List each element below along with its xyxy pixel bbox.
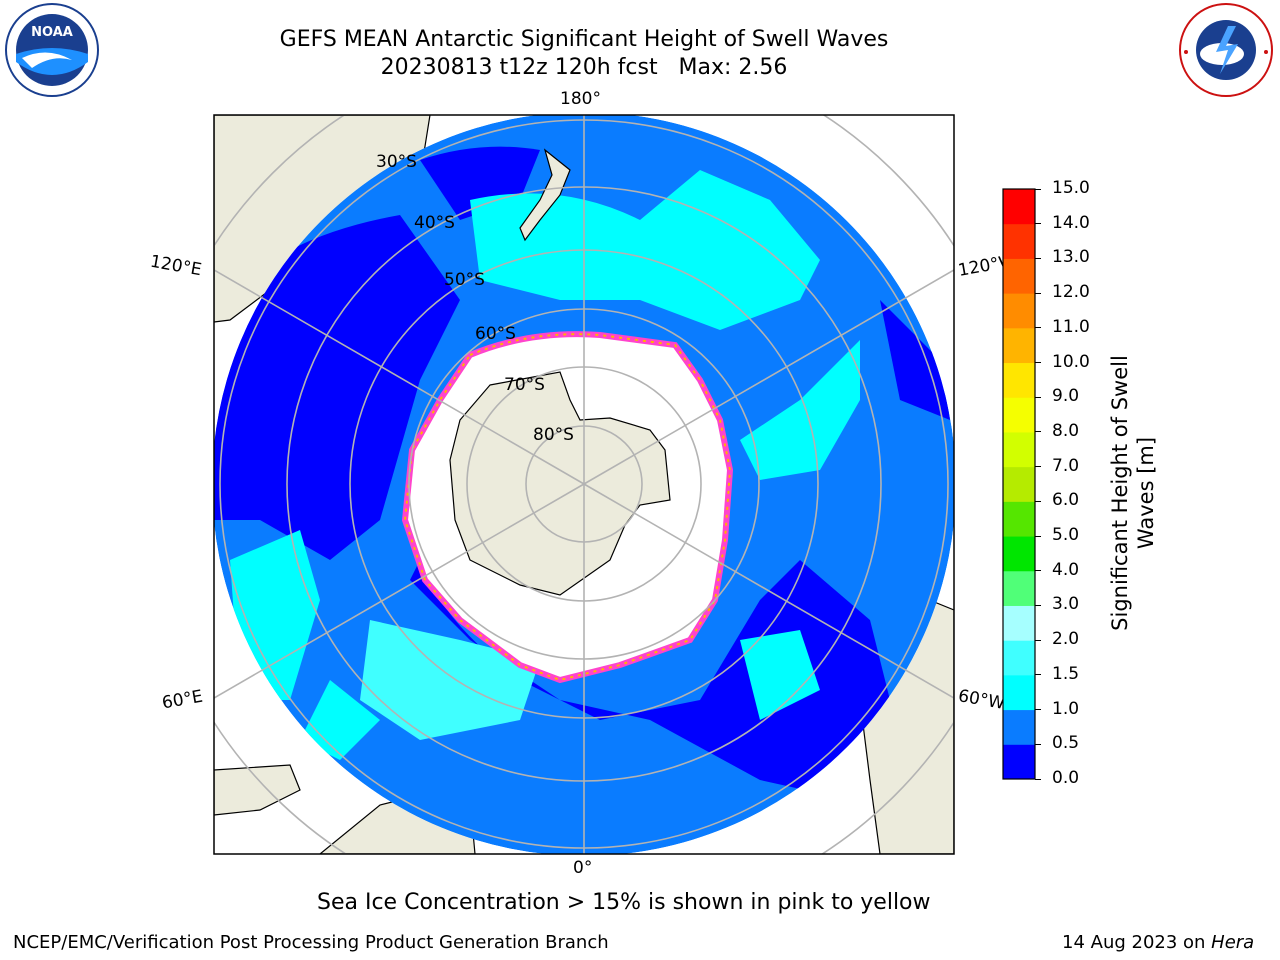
colorbar-tick-label: 8.0 (1052, 420, 1080, 441)
land-africa (214, 764, 301, 816)
colorbar-segment (1003, 605, 1035, 641)
colorbar-tick-mark (1035, 223, 1041, 225)
colorbar-tick-mark (1035, 257, 1041, 259)
colorbar-tick-label: 5.0 (1052, 525, 1080, 546)
colorbar-tick-mark (1035, 431, 1041, 433)
colorbar-tick-label: 7.0 (1052, 455, 1080, 476)
colorbar (1002, 188, 1036, 780)
colorbar-tick-mark (1035, 396, 1041, 398)
colorbar-segment (1003, 327, 1035, 364)
colorbar-segment (1003, 570, 1035, 606)
colorbar-tick-label: 4.0 (1052, 559, 1080, 580)
lat-label-80s: 80°S (533, 425, 574, 445)
map-frame (213, 114, 955, 855)
colorbar-segment (1003, 536, 1035, 572)
lat-label-60s: 60°S (475, 324, 516, 344)
colorbar-tick-label: 1.0 (1052, 698, 1080, 719)
footer-left: NCEP/EMC/Verification Post Processing Pr… (13, 932, 609, 953)
colorbar-tick-mark (1035, 466, 1041, 468)
lat-label-40s: 40°S (414, 213, 455, 233)
colorbar-segment (1003, 466, 1035, 502)
colorbar-segment (1003, 640, 1035, 676)
colorbar-tick-label: 0.5 (1052, 733, 1080, 754)
nws-logo (1176, 2, 1276, 102)
lat-label-50s: 50°S (444, 270, 485, 290)
colorbar-tick-label: 12.0 (1052, 282, 1090, 303)
colorbar-tick-mark (1035, 570, 1041, 572)
colorbar-tick-label: 13.0 (1052, 247, 1090, 268)
chart-title: GEFS MEAN Antarctic Significant Height o… (279, 27, 889, 52)
colorbar-tick-mark (1035, 500, 1041, 502)
colorbar-tick-label: 15.0 (1052, 178, 1090, 198)
noaa-logo-text: NOAA (31, 25, 73, 40)
colorbar-tick-mark (1035, 362, 1041, 364)
colorbar-title-line2: Waves [m] (1134, 436, 1158, 550)
colorbar-tick-label: 9.0 (1052, 386, 1080, 407)
colorbar-tick-label: 0.0 (1052, 768, 1080, 788)
colorbar-segment (1003, 293, 1035, 329)
colorbar-segment (1003, 674, 1035, 711)
colorbar-tick-mark (1035, 188, 1041, 190)
land-new-zealand (519, 148, 571, 242)
colorbar-segment (1003, 397, 1035, 433)
colorbar-tick-mark (1035, 778, 1041, 780)
colorbar-tick-label: 3.0 (1052, 594, 1080, 615)
lat-label-30s: 30°S (376, 152, 417, 172)
colorbar-tick-mark (1035, 674, 1041, 676)
footer-right: 14 Aug 2023 on Hera (1062, 932, 1254, 953)
colorbar-tick-mark (1035, 327, 1041, 329)
colorbar-tick-label: 14.0 (1052, 212, 1090, 233)
colorbar-tick-mark (1035, 743, 1041, 745)
colorbar-tick-label: 6.0 (1052, 490, 1080, 511)
colorbar-title-line1: Significant Height of Swell (1108, 355, 1132, 631)
lat-label-70s: 70°S (504, 375, 545, 395)
chart-subtitle: 20230813 t12z 120h fcst Max: 2.56 (380, 55, 788, 80)
colorbar-tick-mark (1035, 639, 1041, 641)
colorbar-tick-mark (1035, 709, 1041, 711)
sea-ice-note: Sea Ice Concentration > 15% is shown in … (317, 890, 931, 915)
colorbar-segment (1003, 744, 1035, 780)
colorbar-tick-mark (1035, 535, 1041, 537)
lon-label-180: 180° (560, 89, 601, 109)
footer-date: 14 Aug 2023 on (1062, 932, 1212, 953)
colorbar-tick-mark (1035, 604, 1041, 606)
lon-label-0: 0° (573, 858, 593, 878)
colorbar-tick-label: 1.5 (1052, 663, 1080, 684)
footer-host: Hera (1211, 932, 1255, 953)
colorbar-tick-mark (1035, 292, 1041, 294)
colorbar-title-wrap: Significant Height of Swell Waves [m] (1050, 355, 1210, 631)
colorbar-segment (1003, 709, 1035, 745)
colorbar-tick-label: 11.0 (1052, 316, 1090, 337)
colorbar-segment (1003, 189, 1035, 225)
colorbar-segment (1003, 223, 1035, 259)
colorbar-segment (1003, 431, 1035, 468)
colorbar-segment (1003, 362, 1035, 398)
colorbar-tick-label: 10.0 (1052, 351, 1090, 372)
colorbar-tick-label: 2.0 (1052, 629, 1080, 650)
colorbar-segment (1003, 258, 1035, 294)
noaa-logo: NOAA (2, 2, 102, 102)
colorbar-segment (1003, 501, 1035, 537)
